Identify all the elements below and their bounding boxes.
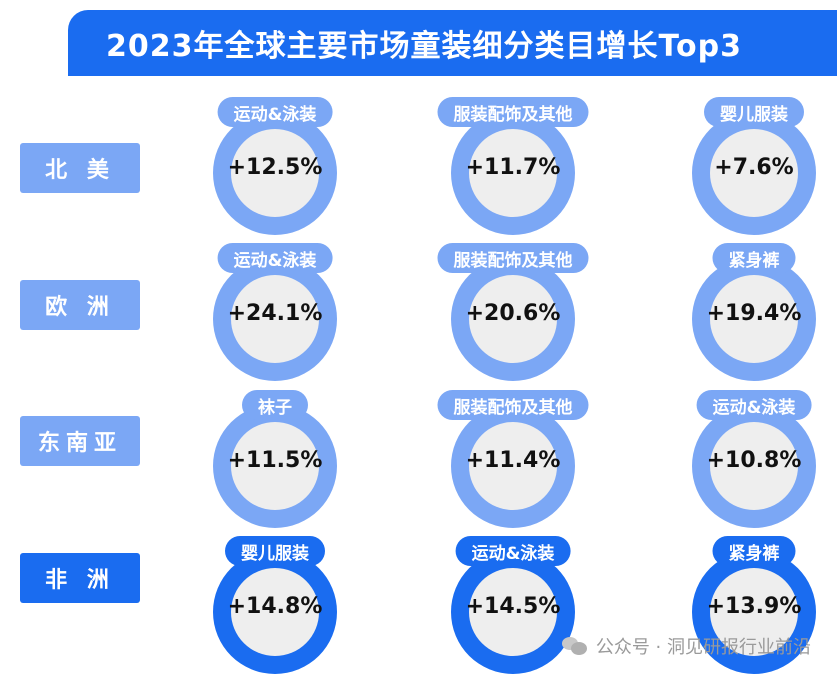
- region-label-north-america: 北 美: [20, 143, 140, 193]
- category-pill: 运动&泳装: [455, 536, 571, 566]
- category-badge: 运动&泳装 +12.5%: [205, 97, 345, 235]
- badge-center: [469, 275, 557, 363]
- category-pill: 服装配饰及其他: [437, 390, 589, 420]
- category-badge: 婴儿服装 +7.6%: [684, 97, 824, 235]
- watermark: 公众号 · 洞见研报行业前沿: [561, 633, 811, 659]
- badge-ring: [692, 111, 816, 235]
- badge-center: [469, 129, 557, 217]
- page-title: 2023年全球主要市场童装细分类目增长Top3: [106, 29, 742, 64]
- badge-ring: [213, 257, 337, 381]
- growth-value: +24.1%: [227, 301, 323, 326]
- badge-center: [710, 422, 798, 510]
- category-badge: 运动&泳装 +10.8%: [684, 390, 824, 528]
- badge-ring: [213, 111, 337, 235]
- category-pill: 运动&泳装: [217, 243, 333, 273]
- badge-center: [231, 422, 319, 510]
- badge-ring: [692, 550, 816, 674]
- badge-center: [469, 422, 557, 510]
- region-text: 东南亚: [37, 431, 122, 456]
- badge-center: [710, 275, 798, 363]
- growth-value: +10.8%: [706, 448, 802, 473]
- badge-ring: [451, 404, 575, 528]
- badge-center: [231, 568, 319, 656]
- growth-value: +12.5%: [227, 155, 323, 180]
- category-badge: 婴儿服装 +14.8%: [205, 536, 345, 674]
- badge-ring: [213, 404, 337, 528]
- category-pill: 运动&泳装: [217, 97, 333, 127]
- growth-value: +11.7%: [465, 155, 561, 180]
- region-label-europe: 欧 洲: [20, 280, 140, 330]
- badge-center: [469, 568, 557, 656]
- badge-ring: [451, 550, 575, 674]
- title-banner: 2023年全球主要市场童装细分类目增长Top3: [68, 10, 837, 76]
- badge-ring: [451, 257, 575, 381]
- region-label-southeast-asia: 东南亚: [20, 416, 140, 466]
- category-pill: 紧身裤: [712, 536, 796, 566]
- category-badge: 服装配饰及其他 +11.7%: [437, 97, 589, 235]
- badge-ring: [213, 550, 337, 674]
- growth-value: +11.5%: [227, 448, 323, 473]
- category-badge: 运动&泳装 +14.5%: [443, 536, 583, 674]
- region-text: 欧 洲: [45, 295, 115, 320]
- growth-value: +20.6%: [465, 301, 561, 326]
- category-pill: 袜子: [242, 390, 308, 420]
- category-pill: 紧身裤: [712, 243, 796, 273]
- region-text: 北 美: [45, 158, 115, 183]
- badge-center: [231, 275, 319, 363]
- category-badge: 服装配饰及其他 +11.4%: [437, 390, 589, 528]
- badge-center: [231, 129, 319, 217]
- category-pill: 服装配饰及其他: [437, 243, 589, 273]
- region-text: 非 洲: [45, 568, 115, 593]
- category-badge: 运动&泳装 +24.1%: [205, 243, 345, 381]
- badge-ring: [692, 257, 816, 381]
- badge-ring: [451, 111, 575, 235]
- growth-value: +14.8%: [227, 594, 323, 619]
- category-pill: 运动&泳装: [696, 390, 812, 420]
- category-badge: 服装配饰及其他 +20.6%: [437, 243, 589, 381]
- badge-center: [710, 568, 798, 656]
- growth-value: +11.4%: [465, 448, 561, 473]
- category-badge: 紧身裤 +13.9%: [684, 536, 824, 674]
- category-pill: 婴儿服装: [225, 536, 325, 566]
- category-pill: 服装配饰及其他: [437, 97, 589, 127]
- category-badge: 袜子 +11.5%: [205, 390, 345, 528]
- growth-value: +14.5%: [465, 594, 561, 619]
- category-pill: 婴儿服装: [704, 97, 804, 127]
- badge-ring: [692, 404, 816, 528]
- watermark-text: 公众号 · 洞见研报行业前沿: [595, 637, 811, 658]
- growth-value: +13.9%: [706, 594, 802, 619]
- region-label-africa: 非 洲: [20, 553, 140, 603]
- category-badge: 紧身裤 +19.4%: [684, 243, 824, 381]
- growth-value: +19.4%: [706, 301, 802, 326]
- growth-value: +7.6%: [714, 155, 794, 180]
- wechat-icon: [561, 635, 588, 657]
- badge-center: [710, 129, 798, 217]
